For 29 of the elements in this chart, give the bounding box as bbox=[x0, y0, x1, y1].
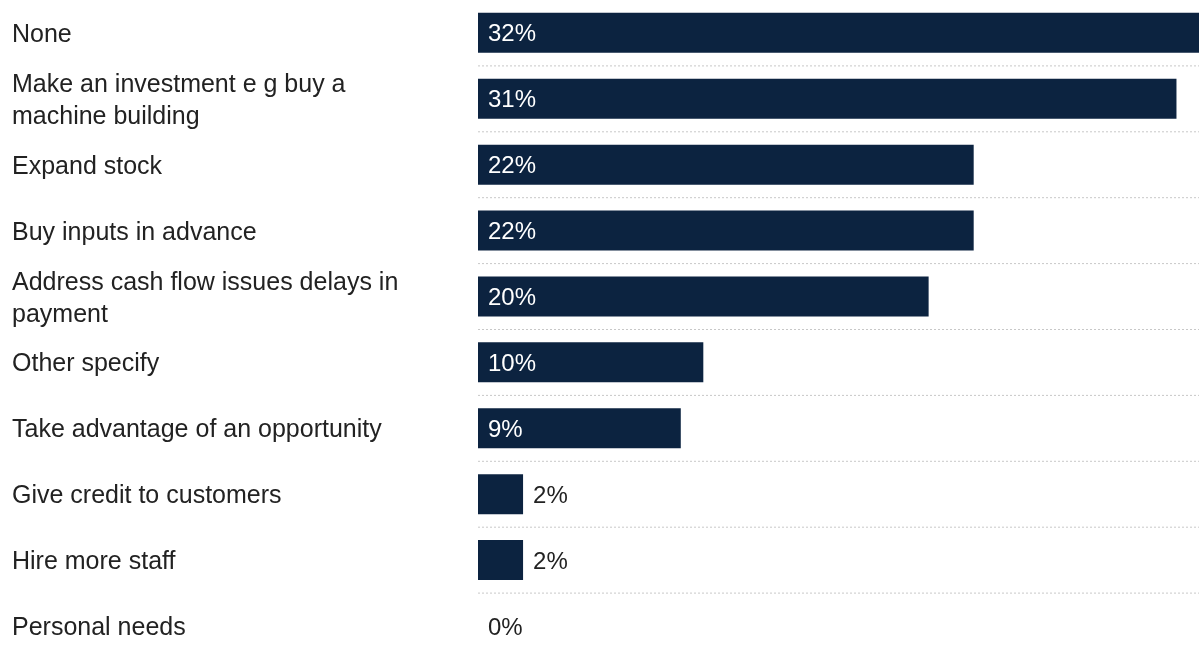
y-tick-label: None bbox=[12, 18, 72, 47]
bar bbox=[478, 78, 1177, 119]
bar bbox=[478, 12, 1199, 53]
data-label: 32% bbox=[488, 19, 537, 47]
data-label: 20% bbox=[488, 283, 537, 311]
bar bbox=[478, 408, 681, 449]
data-label: 2% bbox=[533, 546, 568, 574]
y-tick-label: Give credit to customers bbox=[12, 480, 282, 509]
data-label: 9% bbox=[488, 414, 523, 442]
bar bbox=[478, 474, 524, 515]
bar bbox=[478, 540, 524, 581]
bar bbox=[478, 276, 929, 317]
data-label: 2% bbox=[533, 480, 568, 508]
data-label: 10% bbox=[488, 348, 537, 376]
data-label: 0% bbox=[488, 612, 523, 640]
bar bbox=[478, 342, 704, 383]
y-tick-label: Other specify bbox=[12, 348, 160, 377]
data-label: 31% bbox=[488, 85, 537, 113]
y-tick-label: Address cash flow issues delays in payment bbox=[12, 266, 399, 327]
bar bbox=[478, 144, 974, 185]
y-tick-label: Expand stock bbox=[12, 150, 163, 179]
y-tick-label: Hire more staff bbox=[12, 546, 176, 575]
y-tick-label: Buy inputs in advance bbox=[12, 216, 257, 245]
y-tick-label: Personal needs bbox=[12, 612, 186, 641]
data-label: 22% bbox=[488, 217, 537, 245]
y-tick-label: Take advantage of an opportunity bbox=[12, 414, 383, 443]
bar bbox=[478, 210, 974, 251]
data-label: 22% bbox=[488, 151, 537, 179]
y-tick-label: Make an investment e g buy a machine building bbox=[12, 68, 346, 129]
